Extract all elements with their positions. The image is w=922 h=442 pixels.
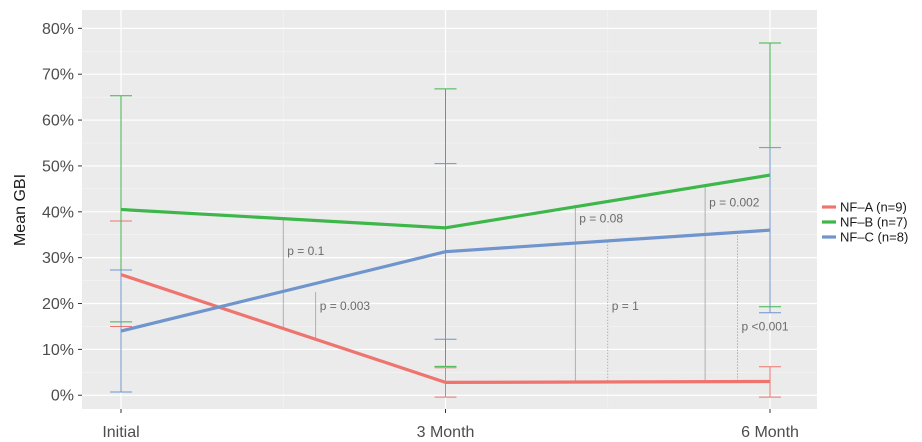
x-axis: Initial 3 Month 6 Month	[102, 409, 799, 441]
annotation-label: p = 0.1	[287, 244, 324, 258]
x-tick-label: 3 Month	[417, 424, 475, 441]
y-tick-label: 60%	[42, 113, 74, 130]
y-tick-label: 80%	[42, 21, 74, 38]
series-line	[120, 228, 771, 333]
x-tick-label: 6 Month	[741, 424, 799, 441]
minor-grid	[82, 10, 817, 409]
y-tick-label: 20%	[42, 296, 74, 313]
legend-label: NF–C (n=8)	[840, 230, 908, 245]
legend: NF–A (n=9)NF–B (n=7)NF–C (n=8)	[822, 200, 908, 245]
y-tick-label: 70%	[42, 67, 74, 84]
series-layer	[110, 42, 781, 398]
annotation-label: p <0.001	[742, 319, 789, 333]
y-tick-label: 50%	[42, 158, 74, 175]
y-axis-label: Mean GBI	[12, 174, 29, 246]
y-tick-label: 10%	[42, 342, 74, 359]
annotation-label: p = 0.003	[320, 299, 371, 313]
annotation-label: p = 0.08	[579, 212, 623, 226]
plot-panel	[82, 10, 817, 409]
x-tick-label: Initial	[102, 424, 139, 441]
series-line	[120, 173, 771, 230]
series-line	[120, 273, 771, 384]
annotation-label: p = 1	[612, 299, 639, 313]
y-tick-label: 30%	[42, 250, 74, 267]
legend-label: NF–A (n=9)	[840, 200, 907, 215]
legend-label: NF–B (n=7)	[840, 215, 908, 230]
y-tick-label: 40%	[42, 204, 74, 221]
p-value-annotations: p = 0.1 p = 0.003 p = 0.08 p = 1 p = 0.002 p …	[282, 186, 789, 382]
y-axis: 0% 10% 20% 30% 40% 50% 60% 70% 80%	[42, 21, 82, 405]
annotation-label: p = 0.002	[709, 196, 760, 210]
y-tick-label: 0%	[51, 388, 74, 405]
